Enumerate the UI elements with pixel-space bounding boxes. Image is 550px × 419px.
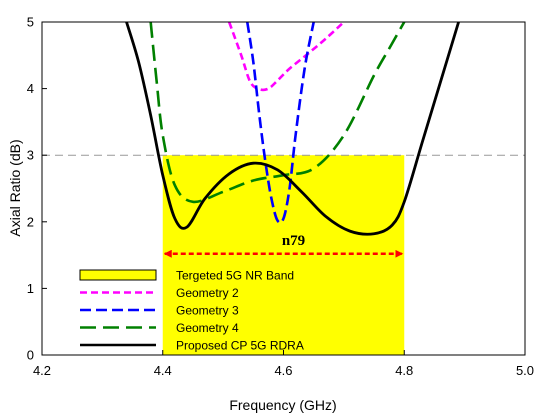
y-axis-title: Axial Ratio (dB) [7, 139, 23, 236]
legend-swatch-band [79, 269, 157, 281]
legend-label: Geometry 4 [176, 321, 239, 335]
x-tick-label: 4.2 [33, 363, 51, 378]
series-line-2 [245, 22, 315, 225]
y-tick-label: 2 [27, 214, 34, 229]
y-tick-label: 4 [27, 81, 34, 96]
series-line-3 [149, 22, 406, 204]
y-tick-label: 5 [27, 15, 34, 30]
x-axis-ticks: 4.2 4.4 4.6 4.8 5.0 [33, 350, 534, 378]
x-tick-label: 4.6 [274, 363, 292, 378]
y-tick-label: 3 [27, 148, 34, 163]
y-tick-label: 1 [27, 281, 34, 296]
legend-label: Proposed CP 5G RDRA [176, 339, 304, 353]
x-tick-label: 4.8 [395, 363, 413, 378]
x-axis-title: Frequency (GHz) [229, 397, 336, 413]
series-line-1 [227, 22, 345, 92]
legend-label: Geometry 2 [176, 286, 239, 300]
band-label-n79: n79 [282, 233, 305, 249]
series-line-4 [125, 22, 460, 236]
y-tick-label: 0 [27, 348, 34, 363]
x-tick-label: 5.0 [516, 363, 534, 378]
legend: Tergeted 5G NR Band Geometry 2 Geometry 3 G… [79, 269, 304, 353]
legend-label: Tergeted 5G NR Band [176, 269, 294, 283]
x-tick-label: 4.4 [154, 363, 172, 378]
y-axis-ticks: 0 1 2 3 4 5 [27, 15, 47, 363]
legend-label: Geometry 3 [176, 304, 239, 318]
series-group [125, 22, 460, 236]
